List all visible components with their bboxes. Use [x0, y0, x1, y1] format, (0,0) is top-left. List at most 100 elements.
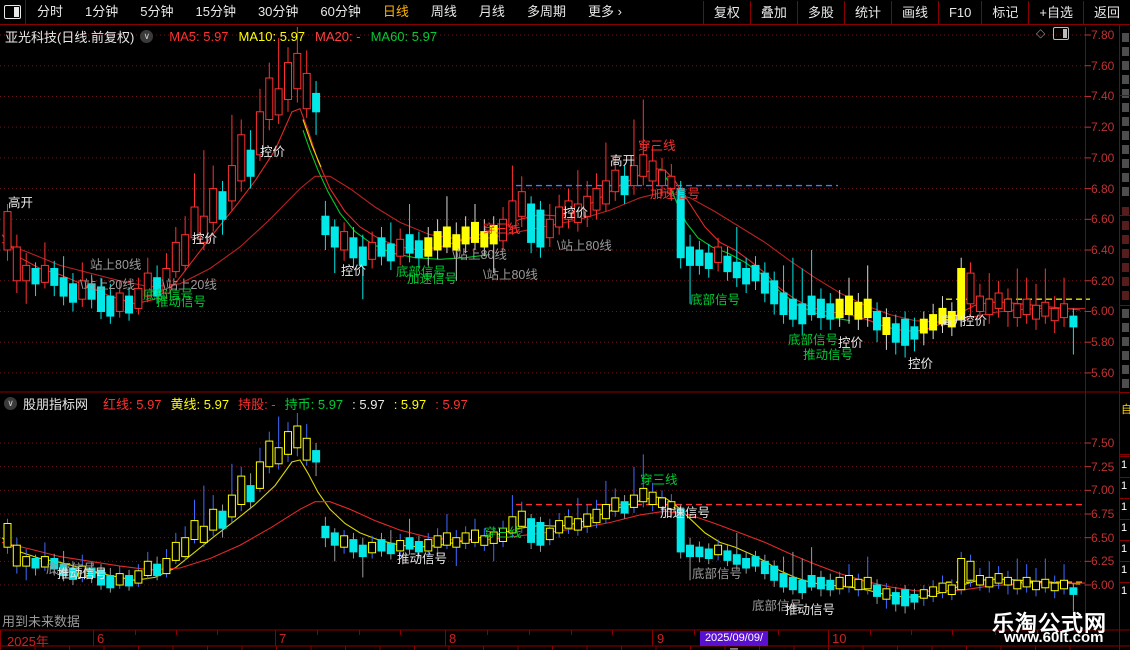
toolbar-button-+自选[interactable]: +自选	[1028, 0, 1083, 24]
clipped-glyph-fragment	[1122, 291, 1129, 300]
window-icon	[4, 5, 21, 19]
chart-annotation: 底部信号	[396, 264, 446, 279]
ma-value: MA10: 5.97	[238, 29, 306, 44]
ma-legend: MA5: 5.97 MA10: 5.97 MA20: - MA60: 5.97	[159, 29, 437, 44]
chart-annotation: 推动信号	[57, 567, 107, 581]
indicator-header: ∨ 股朋指标网 红线: 5.97 黄线: 5.97 持股: - 持币: 5.97: 5…	[4, 394, 468, 413]
chart-annotation: 底部信号	[788, 332, 838, 347]
selected-date-badge[interactable]: 2025/09/09/二	[700, 631, 768, 650]
toolbar-item-日线[interactable]: 日线	[382, 4, 409, 19]
clipped-quote-value: 1	[1121, 522, 1128, 534]
price-axis-label: 7.50	[1091, 436, 1115, 450]
clipped-glyph-fragment	[1122, 221, 1129, 230]
action-buttons: 复权 叠加 多股 统计 画线 F10 标记 +自选 返回	[702, 0, 1130, 24]
chart-annotation: 推动信号	[156, 295, 206, 309]
chart-annotation: 控价	[838, 336, 864, 350]
chart-annotation: 控价	[192, 232, 218, 246]
price-axis-label: 7.60	[1091, 58, 1115, 73]
price-axis-label: 6.75	[1091, 507, 1115, 521]
month-label: 6	[97, 631, 105, 646]
price-axis-label: 5.60	[1091, 365, 1115, 380]
indicator-title: 股朋指标网	[23, 397, 89, 412]
price-axis-label: 7.00	[1091, 150, 1115, 165]
clipped-glyph-fragment	[1122, 323, 1129, 332]
price-axis-label: 7.40	[1091, 89, 1115, 104]
toolbar-item-5分钟[interactable]: 5分钟	[140, 4, 174, 19]
toolbar-button-复权[interactable]: 复权	[702, 0, 750, 24]
chart-annotation: 底部信号	[143, 287, 193, 302]
chart-annotation: 高开	[610, 153, 635, 168]
month-label: 10	[832, 631, 847, 646]
chevron-down-circle-icon[interactable]: ∨	[140, 30, 154, 43]
price-axis-label: 6.50	[1091, 530, 1115, 545]
toolbar-button-叠加[interactable]: 叠加	[749, 0, 797, 24]
chart-annotation: 穿三线	[640, 472, 678, 487]
chart-annotation: 底部信号	[752, 598, 802, 613]
chart-annotation: 推动信号	[803, 348, 853, 362]
diamond-icon[interactable]: ◇	[1036, 26, 1046, 40]
panel-layout-icon[interactable]	[1053, 26, 1070, 40]
ma-value: MA60: 5.97	[370, 29, 438, 44]
clipped-glyph-fragment	[1122, 159, 1129, 168]
chevron-down-circle-icon[interactable]: ∨	[4, 397, 17, 410]
toolbar-button-F10[interactable]: F10	[937, 0, 981, 24]
toolbar-item-周线[interactable]: 周线	[430, 4, 457, 19]
chart-annotation: \站上80线	[452, 248, 507, 262]
candles-sub	[3, 413, 1078, 614]
window-menu-button[interactable]	[0, 0, 26, 24]
clipped-glyph-fragment	[1122, 337, 1129, 346]
toolbar-item-1分钟[interactable]: 1分钟	[85, 4, 119, 19]
toolbar-item-多周期[interactable]: 多周期	[526, 4, 566, 19]
chart-annotation: \站上20线	[80, 278, 135, 292]
toolbar-item-15分钟[interactable]: 15分钟	[195, 4, 236, 19]
toolbar-item-更多 ›[interactable]: 更多 ›	[587, 4, 622, 19]
ma-value: MA5: 5.97	[169, 29, 229, 44]
clipped-quote-value: 1	[1121, 459, 1128, 471]
price-axis-label: 6.00	[1091, 578, 1115, 592]
price-axis-label: 6.25	[1091, 554, 1115, 569]
clipped-glyph-fragment	[1122, 263, 1129, 272]
chart-annotation: 穿三线	[483, 221, 521, 236]
chart-annotation: 控价	[563, 206, 589, 220]
chart-annotation: 推动信号	[785, 603, 835, 617]
chart-annotation: 控价	[260, 145, 286, 159]
chart-annotation: 控价	[341, 264, 367, 278]
toolbar-item-分时[interactable]: 分时	[37, 4, 64, 19]
stock-title: 亚光科技(日线.前复权)	[5, 30, 135, 45]
clipped-glyph-fragment	[1122, 365, 1129, 374]
toolbar-item-月线[interactable]: 月线	[478, 4, 505, 19]
toolbar-button-多股[interactable]: 多股	[796, 0, 844, 24]
clipped-quote-value: 1	[1121, 564, 1128, 576]
strip-separator	[1120, 519, 1130, 520]
toolbar-item-60分钟[interactable]: 60分钟	[320, 4, 361, 19]
month-label: 8	[449, 631, 457, 646]
indicator-value: : 5.97	[352, 397, 385, 412]
strip-tag: 自	[1121, 401, 1130, 417]
clipped-glyph-fragment	[1122, 235, 1129, 244]
watermark-title: 乐淘公式网	[992, 611, 1108, 636]
indicator-value: : 5.97	[393, 397, 427, 412]
toolbar-button-画线[interactable]: 画线	[890, 0, 938, 24]
clipped-glyph-fragment	[1122, 61, 1129, 70]
clipped-quote-panel[interactable]: 自 1 1 1 1 1 1 1	[1119, 25, 1130, 650]
toolbar-button-标记[interactable]: 标记	[981, 0, 1028, 24]
clipped-glyph-fragment	[1122, 47, 1129, 56]
clipped-glyph-fragment	[1122, 309, 1129, 318]
toolbar-item-30分钟[interactable]: 30分钟	[257, 4, 299, 19]
toolbar-button-统计[interactable]: 统计	[843, 0, 891, 24]
toolbar-button-返回[interactable]: 返回	[1082, 0, 1130, 24]
strip-separator	[1120, 454, 1130, 455]
clipped-glyph-fragment	[1122, 131, 1129, 140]
price-axis-label: 7.20	[1091, 120, 1115, 135]
clipped-glyph-fragment	[1122, 351, 1129, 360]
price-axis-label: 7.25	[1091, 459, 1115, 474]
clipped-glyph-fragment	[1122, 89, 1129, 98]
clipped-glyph-fragment	[1122, 207, 1129, 216]
chart-annotation: 控价	[908, 357, 934, 371]
year-label: 2025年	[7, 634, 49, 649]
clipped-quote-value: 1	[1121, 543, 1128, 555]
strip-separator	[1120, 95, 1130, 96]
title-row: 亚光科技(日线.前复权) ∨ MA5: 5.97 MA10: 5.97 MA20: …	[5, 27, 437, 46]
